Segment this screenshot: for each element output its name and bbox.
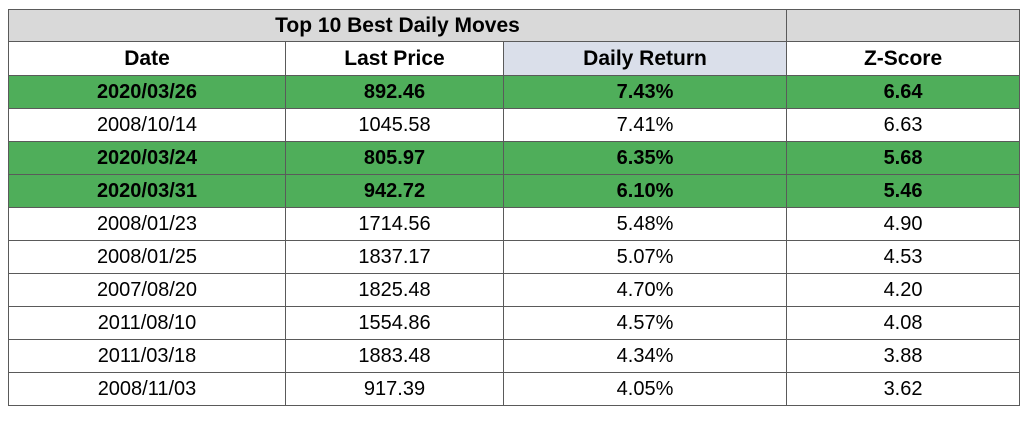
z-score-cell: 4.53 xyxy=(786,240,1021,274)
table-row: 2008/01/25 1837.17 5.07% 4.53 xyxy=(8,240,1021,274)
table-row: 2008/11/03 917.39 4.05% 3.62 xyxy=(8,372,1021,406)
z-score-cell: 3.62 xyxy=(786,372,1021,406)
table-row: 2020/03/24 805.97 6.35% 5.68 xyxy=(8,141,1021,175)
z-score-cell: 6.64 xyxy=(786,75,1021,109)
last-price-cell: 1883.48 xyxy=(285,339,504,373)
date-cell: 2008/11/03 xyxy=(8,372,286,406)
date-cell: 2011/03/18 xyxy=(8,339,286,373)
date-cell: 2008/01/25 xyxy=(8,240,286,274)
z-score-cell: 4.90 xyxy=(786,207,1021,241)
daily-return-cell: 5.07% xyxy=(502,240,788,274)
date-cell: 2007/08/20 xyxy=(8,273,286,307)
header-date: Date xyxy=(8,41,286,76)
date-cell: 2020/03/26 xyxy=(8,75,286,109)
table-row: 2008/01/23 1714.56 5.48% 4.90 xyxy=(8,207,1021,241)
last-price-cell: 942.72 xyxy=(285,174,504,208)
daily-return-cell: 4.57% xyxy=(502,306,788,340)
date-cell: 2020/03/24 xyxy=(8,141,286,175)
daily-return-cell: 7.43% xyxy=(502,75,788,109)
daily-return-cell: 7.41% xyxy=(502,108,788,142)
table-title-empty-cell xyxy=(786,9,1021,42)
table-row: 2007/08/20 1825.48 4.70% 4.20 xyxy=(8,273,1021,307)
last-price-cell: 1714.56 xyxy=(285,207,504,241)
last-price-cell: 917.39 xyxy=(285,372,504,406)
table-row: 2011/03/18 1883.48 4.34% 3.88 xyxy=(8,339,1021,373)
top-moves-table: Top 10 Best Daily Moves Date Last Price … xyxy=(7,9,1021,406)
z-score-cell: 5.68 xyxy=(786,141,1021,175)
header-daily-return: Daily Return xyxy=(502,41,788,76)
header-last-price: Last Price xyxy=(285,41,504,76)
z-score-cell: 4.20 xyxy=(786,273,1021,307)
table-row: 2020/03/26 892.46 7.43% 6.64 xyxy=(8,75,1021,109)
daily-return-cell: 4.34% xyxy=(502,339,788,373)
last-price-cell: 1837.17 xyxy=(285,240,504,274)
last-price-cell: 805.97 xyxy=(285,141,504,175)
last-price-cell: 1554.86 xyxy=(285,306,504,340)
header-z-score: Z-Score xyxy=(786,41,1021,76)
last-price-cell: 892.46 xyxy=(285,75,504,109)
z-score-cell: 6.63 xyxy=(786,108,1021,142)
z-score-cell: 4.08 xyxy=(786,306,1021,340)
daily-return-cell: 4.05% xyxy=(502,372,788,406)
table-row: 2008/10/14 1045.58 7.41% 6.63 xyxy=(8,108,1021,142)
table-title: Top 10 Best Daily Moves xyxy=(7,9,788,42)
table-header-row: Date Last Price Daily Return Z-Score xyxy=(8,41,1021,76)
table-row: 2011/08/10 1554.86 4.57% 4.08 xyxy=(8,306,1021,340)
daily-return-cell: 4.70% xyxy=(502,273,788,307)
date-cell: 2011/08/10 xyxy=(8,306,286,340)
last-price-cell: 1045.58 xyxy=(285,108,504,142)
table-title-row: Top 10 Best Daily Moves xyxy=(7,9,1021,42)
daily-return-cell: 5.48% xyxy=(502,207,788,241)
z-score-cell: 5.46 xyxy=(786,174,1021,208)
date-cell: 2020/03/31 xyxy=(8,174,286,208)
daily-return-cell: 6.35% xyxy=(502,141,788,175)
date-cell: 2008/10/14 xyxy=(8,108,286,142)
z-score-cell: 3.88 xyxy=(786,339,1021,373)
date-cell: 2008/01/23 xyxy=(8,207,286,241)
table-row: 2020/03/31 942.72 6.10% 5.46 xyxy=(8,174,1021,208)
daily-return-cell: 6.10% xyxy=(502,174,788,208)
last-price-cell: 1825.48 xyxy=(285,273,504,307)
